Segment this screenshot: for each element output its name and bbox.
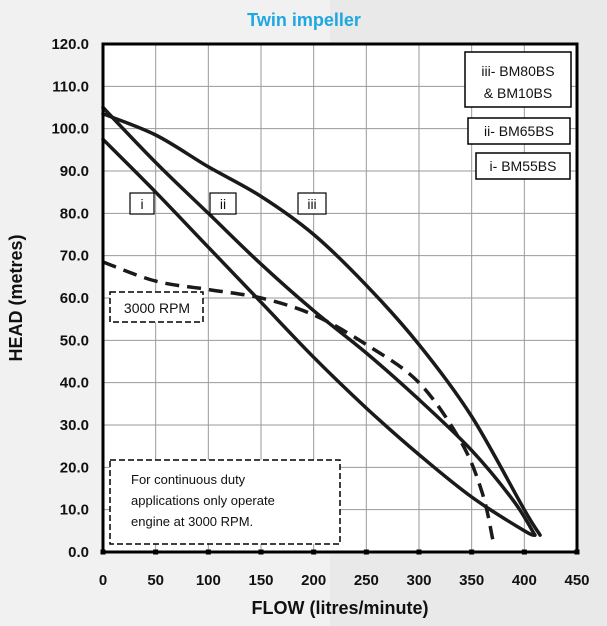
legend-box-iii [464,51,572,108]
series-line-i [101,137,537,537]
x-tick-label: 300 [406,572,431,589]
x-tick-label: 400 [512,572,537,589]
y-tick-label: 20.0 [60,459,89,476]
y-tick-label: 40.0 [60,375,89,392]
y-tick-label: 120.0 [51,36,89,53]
curve-labels: i ii iii [129,192,327,215]
rpm-label-box [109,291,204,323]
x-tick-mark [416,549,422,555]
x-tick-mark [153,549,159,555]
y-tick-label: 90.0 [60,163,89,180]
x-axis-title: FLOW (litres/minute) [252,598,429,618]
x-tick-mark [521,549,527,555]
curve-label-box-ii [209,192,237,215]
x-tick-mark [100,549,106,555]
y-tick-label: 30.0 [60,417,89,434]
curve-label-box-i [129,192,155,215]
note-line-2: applications only operate [131,493,275,508]
plot-frame [101,42,579,554]
curve-label-box-iii [297,192,327,215]
legend: iii- BM80BS & BM10BS ii- BM65BS i- BM55B… [464,51,572,180]
y-axis-title: HEAD (metres) [6,234,26,361]
y-tick-label: 10.0 [60,502,89,519]
series-line-rpm [102,260,495,540]
x-tick-mark [311,549,317,555]
y-tick-label: 0.0 [68,544,89,561]
x-tick-label: 250 [354,572,379,589]
y-tick-label: 60.0 [60,290,89,307]
x-tick-label: 350 [459,572,484,589]
legend-label-i: i- BM55BS [490,158,557,174]
series-line-ii [101,105,537,537]
legend-box-ii [467,117,571,145]
x-tick-mark [469,549,475,555]
x-tick-labels: 0 50 100 150 200 250 300 350 400 450 [99,572,590,589]
x-tick-label: 0 [99,572,107,589]
x-tick-mark [574,549,580,555]
tick-marks [100,549,580,555]
y-tick-label: 110.0 [52,78,89,95]
x-tick-label: 100 [196,572,221,589]
x-tick-label: 200 [301,572,326,589]
x-tick-label: 450 [564,572,589,589]
note-box [109,459,341,545]
legend-label-ii: ii- BM65BS [484,123,554,139]
chart-title: Twin impeller [247,10,361,30]
rpm-label: 3000 RPM [124,300,190,316]
y-tick-label: 100.0 [51,121,89,138]
curve-label-ii: ii [220,196,226,212]
legend-label-iii-line2: & BM10BS [484,85,552,101]
legend-box-i [475,152,571,180]
x-tick-mark [258,549,264,555]
x-tick-mark [363,549,369,555]
series-line-iii [101,112,542,537]
curve-label-i: i [140,196,143,212]
curve-label-iii: iii [307,196,316,212]
y-tick-label: 50.0 [60,332,89,349]
note-line-1: For continuous duty [131,472,246,487]
x-tick-label: 50 [147,572,164,589]
x-tick-label: 150 [248,572,273,589]
y-tick-label: 80.0 [60,205,89,222]
y-tick-label: 70.0 [60,248,89,265]
legend-label-iii-line1: iii- BM80BS [481,63,554,79]
y-tick-labels: 0.0 10.0 20.0 30.0 40.0 50.0 60.0 70.0 80.0 90.0 1… [51,36,89,561]
curves [101,105,542,540]
x-tick-mark [205,549,211,555]
note-line-3: engine at 3000 RPM. [131,514,253,529]
